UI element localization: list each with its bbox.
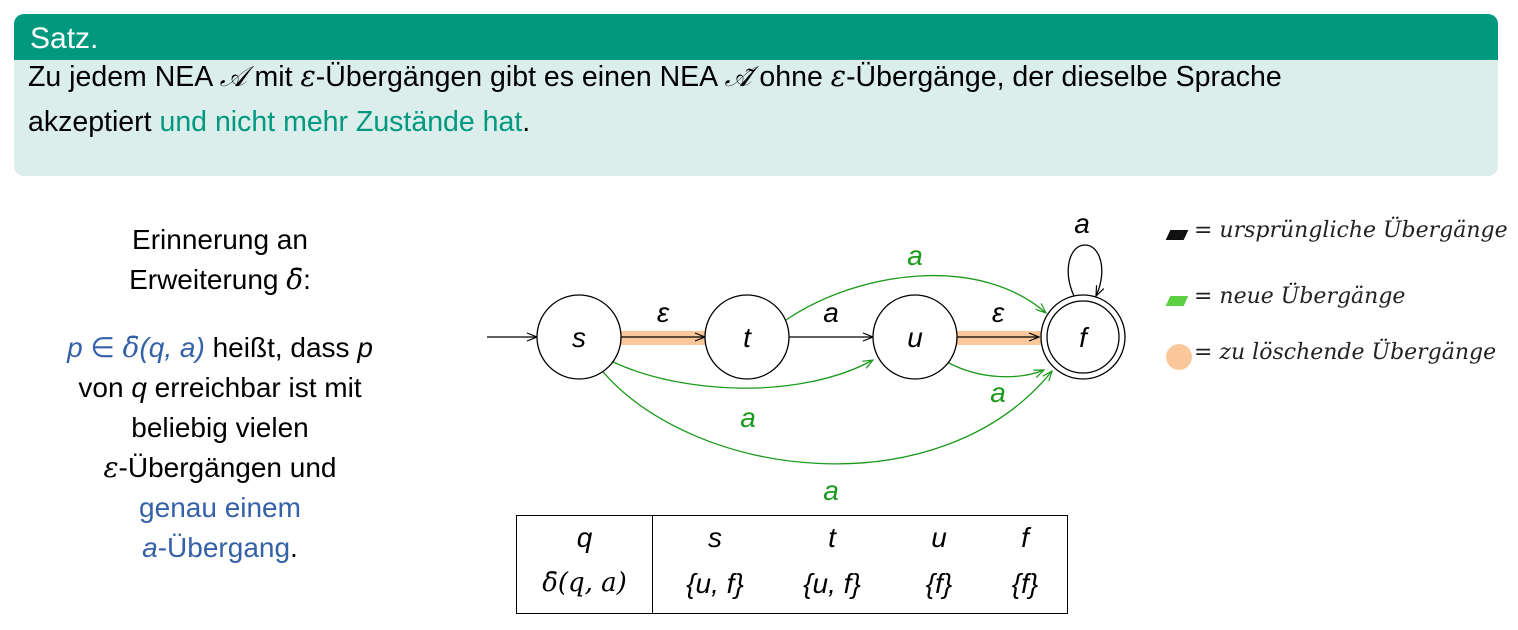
reminder-text: : bbox=[303, 264, 311, 295]
table-cell-s: {u, f} bbox=[686, 568, 744, 599]
theorem-text-part: . bbox=[522, 106, 531, 138]
table-cell-t: {u, f} bbox=[803, 568, 861, 599]
reminder-text: heißt, dass bbox=[204, 332, 358, 363]
state-label-f: f bbox=[1079, 322, 1090, 353]
theorem-body bbox=[14, 60, 1498, 176]
edge-label-s-u: a bbox=[740, 402, 756, 433]
reminder-text: . bbox=[290, 532, 298, 563]
edge-s-u-new bbox=[608, 360, 873, 389]
table-header-f: f bbox=[1021, 522, 1029, 553]
def-q: q bbox=[131, 372, 147, 403]
state-f-inner bbox=[1046, 300, 1120, 374]
reminder-block: Erinnerung an Erweiterung δ̄: p ∈ δ̄(q, … bbox=[30, 220, 410, 568]
reminder-line: genau einem bbox=[139, 492, 301, 523]
table-cell-f: {f} bbox=[1011, 568, 1039, 599]
reminder-text: -Übergang bbox=[157, 532, 291, 563]
reminder-line: beliebig vielen bbox=[131, 412, 309, 443]
theorem-box: Satz. Zu jedem NEA 𝒜 mit ε-Übergängen gi… bbox=[14, 14, 1498, 176]
table-row-label: δ̄(q, a) bbox=[542, 568, 627, 598]
reminder-text: Erweiterung bbox=[129, 264, 287, 295]
legend-text-delete: = zu löschende Übergänge bbox=[1194, 340, 1497, 365]
legend-text-new: = neue Übergänge bbox=[1194, 284, 1406, 309]
legend-text-original: = ursprüngliche Übergänge bbox=[1194, 218, 1508, 243]
def-delta: δ̄ bbox=[122, 331, 140, 364]
reminder-line: ε-Übergängen und bbox=[30, 448, 410, 488]
edge-label-u-f: ε bbox=[992, 297, 1005, 328]
reminder-text: von bbox=[78, 372, 132, 403]
state-label-t: t bbox=[743, 322, 752, 353]
theorem-text-part: -Übergängen gibt es einen NEA bbox=[315, 61, 725, 93]
reminder-text: erreichbar ist mit bbox=[146, 372, 362, 403]
epsilon-symbol: ε bbox=[103, 451, 119, 484]
highlight-s-t bbox=[617, 331, 709, 345]
theorem-text-part: ohne bbox=[751, 61, 831, 93]
theorem-header: Satz. bbox=[14, 14, 1498, 60]
table-header-t: t bbox=[828, 522, 836, 553]
epsilon-symbol: ε bbox=[830, 60, 847, 93]
state-s bbox=[536, 294, 622, 380]
highlight-u-f bbox=[952, 331, 1044, 345]
reminder-line: p ∈ δ̄(q, a) heißt, dass p bbox=[30, 328, 410, 368]
def-in: ∈ bbox=[82, 332, 123, 363]
state-f-outer bbox=[1040, 294, 1126, 380]
theorem-text: Zu jedem NEA 𝒜 mit ε-Übergängen gibt es … bbox=[28, 54, 1498, 145]
edge-label-t-f: a bbox=[907, 240, 923, 271]
edge-label-f-loop: a bbox=[1074, 208, 1090, 239]
reminder-line: Erweiterung δ̄: bbox=[30, 260, 410, 300]
def-p2: p bbox=[357, 332, 373, 363]
state-label-s: s bbox=[572, 322, 586, 353]
state-u bbox=[872, 294, 958, 380]
automaton-tilde-symbol: 𝒜̃ bbox=[724, 60, 752, 93]
table-header-u: u bbox=[931, 522, 947, 553]
edge-s-f-new bbox=[597, 365, 1052, 465]
theorem-highlight: und nicht mehr Zustände hat bbox=[159, 106, 523, 138]
edge-label-t-u: a bbox=[823, 297, 839, 328]
reminder-text: -Übergängen und bbox=[118, 452, 337, 483]
orange-swatch-icon bbox=[1166, 344, 1192, 370]
theorem-text-part: -Übergänge, der dieselbe Sprache bbox=[846, 61, 1282, 93]
table-header-s: s bbox=[708, 522, 722, 553]
delta-bar-table: q s t u f δ̄(q, a) {u, f} {u, f} {f} {f} bbox=[516, 515, 1068, 614]
table-header-q: q bbox=[576, 522, 593, 553]
edge-label-s-f: a bbox=[823, 475, 839, 506]
def-a: a bbox=[142, 532, 158, 563]
def-args: (q, a) bbox=[139, 332, 205, 363]
edge-label-u-f-new: a bbox=[990, 377, 1006, 408]
epsilon-symbol: ε bbox=[300, 60, 316, 93]
edge-t-f-new bbox=[785, 274, 1046, 321]
reminder-line: von q erreichbar ist mit bbox=[30, 368, 410, 408]
theorem-text-part: Zu jedem NEA bbox=[28, 61, 220, 93]
reminder-line: a-Übergang. bbox=[30, 528, 410, 568]
delta-bar-symbol: δ̄ bbox=[286, 263, 304, 296]
state-t bbox=[704, 294, 790, 380]
def-p: p bbox=[67, 332, 83, 363]
theorem-title: Satz. bbox=[30, 22, 99, 55]
edge-label-s-t: ε bbox=[657, 297, 670, 328]
theorem-text-part: mit bbox=[246, 61, 301, 93]
edge-u-f-new bbox=[946, 361, 1044, 377]
automaton-symbol: 𝒜 bbox=[219, 60, 247, 93]
edge-f-loop bbox=[1067, 244, 1102, 296]
table-cell-u: {f} bbox=[925, 568, 953, 599]
table-divider bbox=[652, 516, 653, 613]
reminder-line: Erinnerung an bbox=[132, 224, 308, 255]
theorem-text-part: akzeptiert bbox=[28, 106, 160, 138]
state-label-u: u bbox=[907, 322, 923, 353]
